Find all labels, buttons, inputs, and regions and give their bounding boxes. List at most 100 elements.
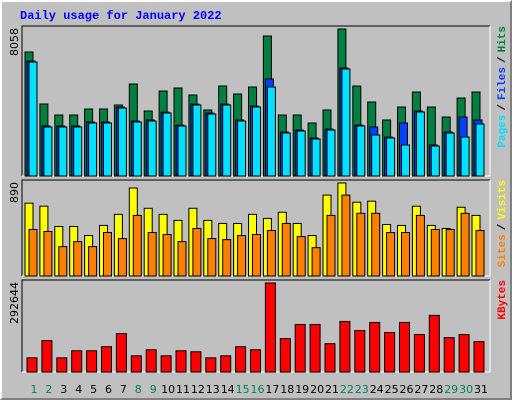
x-tick-label: 9 [150,383,157,396]
bar [73,126,83,177]
x-tick-label: 26 [400,383,414,396]
bar [294,323,306,373]
bar [177,125,187,177]
x-tick-label: 20 [310,383,324,396]
bar [475,123,485,177]
bar [445,132,455,177]
bar [73,241,83,277]
x-tick-label: 13 [206,383,220,396]
x-tick-label: 7 [120,383,127,396]
bar [252,106,261,177]
bar [296,236,306,277]
bar [192,227,202,277]
bar [237,235,247,277]
bar [56,357,68,373]
bar [101,346,112,373]
bar [281,132,291,177]
bar [86,350,98,373]
bar [415,111,425,177]
bar [132,121,142,177]
panel-bevel [21,25,490,176]
bar [115,333,127,373]
bar [222,104,232,177]
bar [237,120,247,177]
bar [356,125,366,177]
x-tick-label: 15 [236,383,250,396]
x-tick-label: 11 [176,383,190,396]
legend-entry: Pages [497,115,509,148]
bar [371,134,381,177]
bar [460,136,470,177]
x-tick-label: 5 [90,383,97,396]
x-tick-label: 19 [295,383,309,396]
x-tick-label: 2 [45,383,52,396]
bar [473,341,485,373]
bar [58,246,68,277]
bar [147,120,157,177]
bar [190,351,202,373]
bar [117,238,127,277]
bar [415,214,425,277]
x-tick-label: 4 [75,383,82,396]
bar [445,229,455,277]
bar [443,337,455,373]
bar [117,107,127,177]
x-tick-label: 21 [325,383,339,396]
bar [324,343,336,373]
bar [130,355,142,373]
bar [266,86,276,177]
x-tick-label: 30 [459,383,473,396]
bar [475,230,485,277]
y-tick-label: 890 [8,182,21,203]
bar [326,129,336,177]
bar [160,355,172,373]
bar [43,126,53,177]
bar [235,346,247,373]
bar [220,355,232,373]
bar [252,234,261,277]
bar [354,330,366,373]
x-tick-label: 3 [60,383,67,396]
bar [132,214,142,277]
bar [311,247,321,277]
legend-entry: KBytes [497,280,509,320]
bar [401,232,410,277]
x-tick-label: 29 [444,383,458,396]
x-tick-label: 8 [135,383,142,396]
x-tick-label: 27 [414,383,428,396]
bar [430,229,440,277]
bar [266,230,276,277]
bar [103,232,112,277]
legend-entry: Files [497,67,509,100]
legend-entry: Hits [497,26,509,52]
bar [88,246,98,277]
legend: Sites / Visits [497,180,509,267]
x-tick-label: 10 [161,383,175,396]
x-tick-label: 1 [31,383,38,396]
bar [326,214,336,277]
bar [58,126,68,177]
legend: Pages / Files / Hits [497,26,509,148]
bar [399,321,410,373]
x-tick-label: 14 [221,383,235,396]
bar [371,212,381,277]
bar [386,137,396,177]
bar [264,282,276,373]
bar [356,212,366,277]
x-tick-label: 6 [105,383,112,396]
bar [207,113,217,177]
y-tick-label: 292644 [8,282,21,324]
bar [428,314,440,373]
bar [309,323,321,373]
bar [205,357,217,373]
bar [26,357,38,373]
bar [281,222,291,277]
bar [28,61,38,177]
legend-entry: Visits [497,180,509,220]
bar [88,122,98,177]
bar [207,238,217,277]
bar [162,112,172,177]
